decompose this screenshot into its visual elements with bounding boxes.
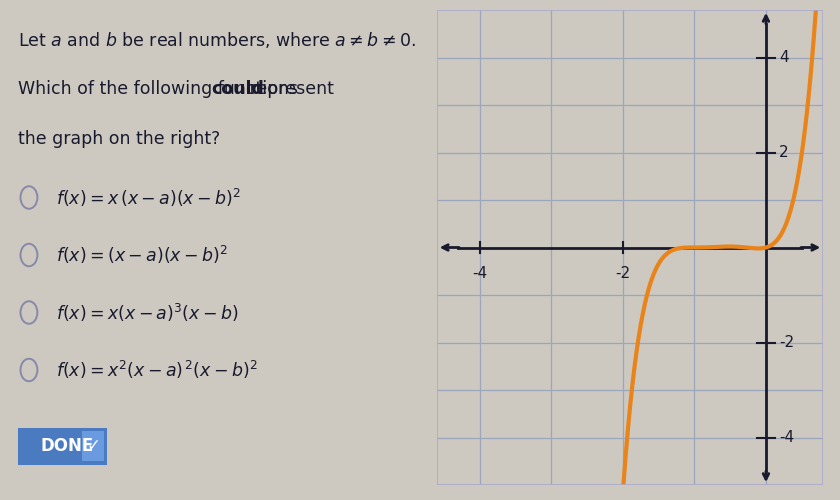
Text: 2: 2 <box>779 145 789 160</box>
Text: -2: -2 <box>615 266 630 281</box>
Text: Which of the following functions: Which of the following functions <box>18 80 303 98</box>
Text: ✓: ✓ <box>87 437 100 455</box>
Text: $f(x) = x(x - a)^3(x - b)$: $f(x) = x(x - a)^3(x - b)$ <box>55 302 238 324</box>
Text: Let $a$ and $b$ be real numbers, where $a \neq b \neq 0$.: Let $a$ and $b$ be real numbers, where $… <box>18 30 416 50</box>
FancyBboxPatch shape <box>82 431 104 461</box>
Text: $f(x) = x^2(x - a)^{\,2}(x - b)^2$: $f(x) = x^2(x - a)^{\,2}(x - b)^2$ <box>55 359 257 381</box>
Text: 4: 4 <box>779 50 789 65</box>
Text: -4: -4 <box>472 266 487 281</box>
Text: the graph on the right?: the graph on the right? <box>18 130 220 148</box>
Text: -2: -2 <box>779 335 794 350</box>
Text: -4: -4 <box>779 430 794 445</box>
FancyBboxPatch shape <box>18 428 107 465</box>
Text: could: could <box>212 80 265 98</box>
Text: DONE: DONE <box>40 437 93 455</box>
Text: $f(x) = (x - a)(x - b)^2$: $f(x) = (x - a)(x - b)^2$ <box>55 244 228 266</box>
Text: $f(x) = x\,(x - a)(x - b)^2$: $f(x) = x\,(x - a)(x - b)^2$ <box>55 186 241 208</box>
Text: represent: represent <box>244 80 333 98</box>
